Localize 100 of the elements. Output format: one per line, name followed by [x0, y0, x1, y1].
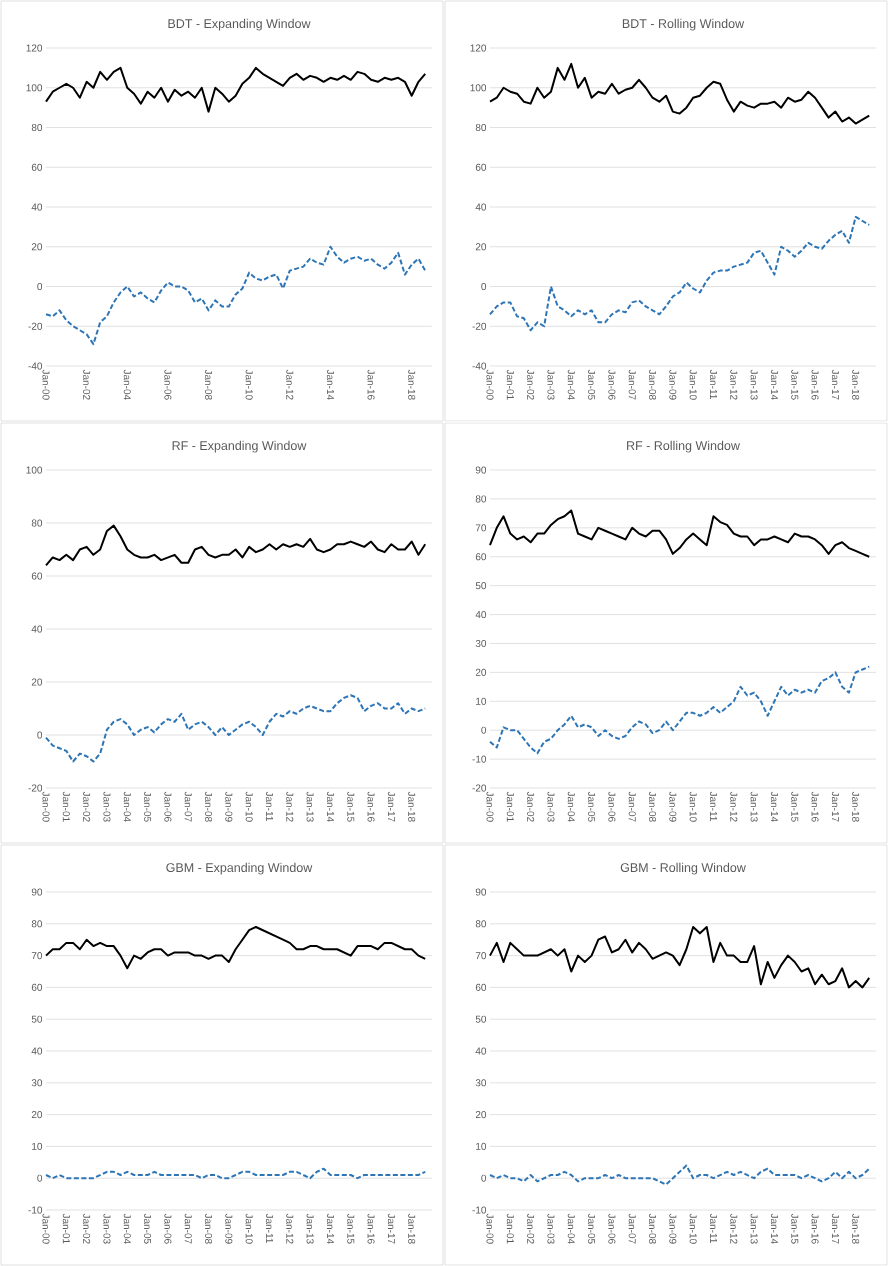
chart-title: RF - Expanding Window — [172, 440, 307, 453]
y-tick-label: 120 — [470, 44, 487, 52]
x-tick-label: Jan-08 — [204, 791, 213, 822]
y-tick-label: 60 — [31, 163, 43, 171]
x-tick-label: Jan-16 — [811, 1213, 819, 1244]
x-tick-label: Jan-08 — [648, 1213, 657, 1244]
y-tick-label: 20 — [475, 668, 487, 676]
y-tick-label: 90 — [475, 466, 487, 474]
x-tick-label: Jan-15 — [791, 1213, 799, 1244]
x-tick-label: Jan-00 — [486, 1213, 494, 1244]
y-tick-label: 40 — [475, 1047, 487, 1055]
x-tick-label: Jan-04 — [123, 791, 131, 822]
x-tick-label: Jan-03 — [547, 1213, 555, 1244]
line-series — [489, 509, 871, 558]
y-tick-label: 90 — [31, 888, 43, 896]
x-tick-label: Jan-09 — [225, 791, 233, 822]
y-tick-label: -20 — [28, 784, 43, 792]
y-tick-label: 30 — [475, 639, 487, 647]
y-tick-label: 100 — [470, 84, 487, 92]
y-tick-label: 80 — [475, 123, 487, 132]
x-tick-label: Jan-08 — [648, 791, 657, 822]
y-tick-label: -20 — [28, 322, 43, 330]
x-tick-label: Jan-02 — [527, 369, 535, 400]
y-tick-label: 70 — [475, 524, 487, 532]
x-tick-label: Jan-11 — [709, 369, 717, 399]
x-tick-label: Jan-05 — [588, 791, 596, 822]
y-tick-label: 80 — [475, 920, 487, 928]
chart-title: GBM - Rolling Window — [620, 862, 746, 875]
x-tick-label: Jan-07 — [184, 1213, 192, 1244]
x-tick-label: Jan-08 — [648, 369, 657, 400]
x-tick-label: Jan-15 — [347, 791, 355, 822]
x-tick-label: Jan-01 — [62, 791, 70, 822]
x-tick-label: Jan-18 — [408, 369, 416, 400]
y-tick-label: 50 — [475, 582, 487, 590]
x-tick-label: Jan-02 — [83, 1213, 91, 1244]
x-tick-label: Jan-07 — [628, 791, 636, 822]
x-tick-label: Jan-09 — [225, 1213, 233, 1244]
x-tick-label: Jan-09 — [669, 1213, 677, 1244]
x-tick-label: Jan-13 — [750, 791, 758, 822]
chart-title: BDT - Rolling Window — [622, 18, 745, 31]
x-tick-label: Jan-03 — [103, 1213, 111, 1244]
y-tick-label: 20 — [31, 678, 43, 686]
x-tick-label: Jan-06 — [608, 369, 616, 400]
x-tick-label: Jan-17 — [387, 1213, 395, 1244]
y-tick-label: 60 — [31, 572, 43, 580]
x-tick-label: Jan-10 — [689, 791, 697, 822]
x-tick-label: Jan-00 — [486, 369, 494, 400]
x-tick-label: Jan-06 — [164, 791, 172, 822]
x-tick-label: Jan-16 — [367, 791, 375, 822]
y-tick-label: 0 — [481, 726, 487, 734]
x-tick-label: Jan-15 — [791, 369, 799, 400]
x-tick-label: Jan-14 — [326, 369, 334, 400]
y-tick-label: 80 — [475, 495, 487, 503]
x-tick-label: Jan-03 — [547, 791, 555, 822]
x-tick-label: Jan-07 — [184, 791, 192, 822]
x-tick-label: Jan-06 — [608, 1213, 616, 1244]
x-tick-label: Jan-01 — [506, 1213, 514, 1244]
x-tick-label: Jan-16 — [367, 1213, 375, 1244]
x-tick-label: Jan-10 — [689, 1213, 697, 1244]
x-tick-label: Jan-02 — [83, 791, 91, 822]
x-tick-label: Jan-17 — [831, 791, 839, 822]
x-tick-label: Jan-14 — [770, 791, 778, 822]
x-tick-label: Jan-04 — [567, 1213, 575, 1244]
y-tick-label: -40 — [28, 362, 43, 370]
x-tick-label: Jan-14 — [770, 369, 778, 400]
x-tick-label: Jan-18 — [852, 369, 860, 400]
x-tick-label: Jan-18 — [852, 1213, 860, 1244]
x-tick-label: Jan-13 — [306, 791, 314, 822]
x-tick-label: Jan-12 — [286, 791, 294, 822]
x-tick-label: Jan-18 — [852, 791, 860, 822]
y-tick-label: -20 — [472, 322, 487, 330]
y-tick-label: 10 — [476, 1142, 487, 1150]
x-tick-label: Jan-10 — [689, 369, 697, 400]
y-tick-label: 80 — [31, 519, 43, 527]
y-tick-label: 50 — [475, 1015, 487, 1023]
x-tick-label: Jan-16 — [811, 369, 819, 400]
x-tick-label: Jan-00 — [42, 1213, 50, 1244]
y-tick-label: 10 — [32, 1142, 43, 1150]
x-tick-label: Jan-17 — [831, 1213, 839, 1244]
y-tick-label: 0 — [481, 1174, 487, 1182]
x-tick-label: Jan-16 — [811, 791, 819, 822]
x-tick-label: Jan-14 — [326, 1213, 334, 1244]
y-tick-label: 20 — [475, 243, 487, 251]
x-tick-label: Jan-14 — [770, 1213, 778, 1244]
x-tick-label: Jan-01 — [506, 791, 514, 822]
x-tick-label: Jan-02 — [83, 369, 91, 400]
x-tick-label: Jan-13 — [750, 1213, 758, 1244]
chart-title: RF - Rolling Window — [627, 440, 740, 453]
y-tick-label: 20 — [31, 243, 43, 251]
x-tick-label: Jan-04 — [567, 791, 575, 822]
y-tick-label: 90 — [475, 888, 487, 896]
x-tick-label: Jan-17 — [831, 369, 839, 400]
y-tick-label: 0 — [37, 1174, 43, 1182]
x-tick-label: Jan-10 — [245, 1213, 253, 1244]
x-tick-label: Jan-08 — [204, 369, 213, 400]
x-tick-label: Jan-12 — [730, 791, 738, 822]
y-tick-label: 80 — [31, 920, 43, 928]
y-tick-label: 40 — [475, 611, 487, 619]
x-tick-label: Jan-00 — [42, 791, 50, 822]
x-tick-label: Jan-03 — [547, 369, 555, 400]
